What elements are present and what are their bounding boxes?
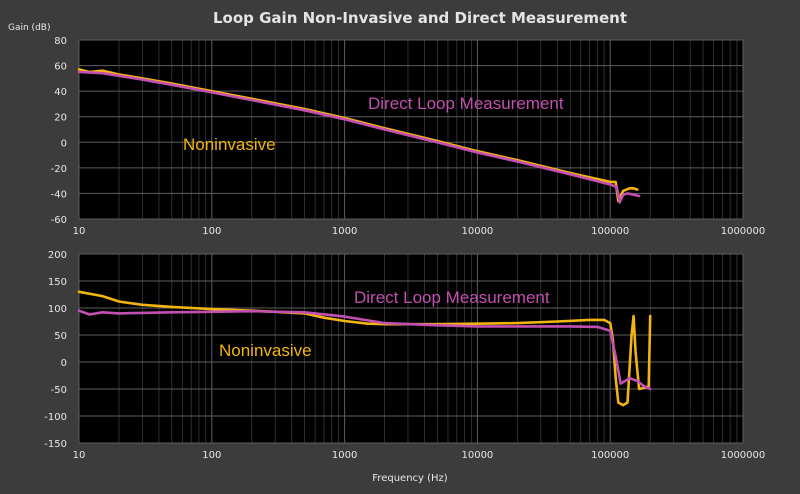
top-direct-loop-measurement-line <box>77 70 641 204</box>
top-y-tick-label: 0 <box>61 138 67 149</box>
top-y-tick-label: -40 <box>51 189 67 200</box>
bottom-y-tick-label: 200 <box>48 250 67 261</box>
bottom-x-tick-label: 100000 <box>591 450 629 461</box>
top-x-tick-label: 10000 <box>461 226 493 237</box>
top-plot-area <box>79 40 743 219</box>
bottom-direct-loop-measurement-line <box>77 309 652 391</box>
top-y-tick-label: -20 <box>51 164 67 175</box>
bottom-direct-loop-annotation: Direct Loop Measurement <box>354 288 550 307</box>
top-series <box>77 68 641 204</box>
bottom-y-tick-label: 50 <box>54 331 67 342</box>
top-noninvasive-annotation: Noninvasive <box>183 135 276 154</box>
top-gain-plot: 80 60 40 20 0 -20 -40 -60 10 100 1000 10000 100000 10… <box>51 36 766 237</box>
x-axis-label: Frequency (Hz) <box>372 473 448 484</box>
top-tick-labels: 80 60 40 20 0 -20 -40 -60 10 100 1000 10000 100000 10… <box>51 36 766 237</box>
bottom-y-tick-label: -50 <box>51 385 67 396</box>
bottom-y-tick-label: -100 <box>44 412 67 423</box>
bottom-x-tick-label: 10000 <box>461 450 493 461</box>
bottom-noninvasive-annotation: Noninvasive <box>219 341 312 360</box>
top-y-axis-label: Gain (dB) <box>8 23 50 33</box>
bottom-noninvasive-line <box>77 290 652 407</box>
bottom-x-tick-label: 100 <box>202 450 221 461</box>
bottom-x-tick-label: 1000000 <box>721 450 766 461</box>
top-y-tick-label: 40 <box>54 87 67 98</box>
bottom-y-tick-label: 0 <box>61 358 67 369</box>
top-x-tick-label: 100 <box>202 226 221 237</box>
bottom-y-tick-label: 100 <box>48 304 67 315</box>
top-y-tick-label: 60 <box>54 62 67 73</box>
top-x-tick-label: 1000 <box>332 226 357 237</box>
chart-title: Loop Gain Non-Invasive and Direct Measur… <box>213 9 627 27</box>
top-x-tick-label: 10 <box>73 226 86 237</box>
top-x-tick-label: 1000000 <box>721 226 766 237</box>
bottom-x-tick-label: 10 <box>73 450 86 461</box>
bottom-x-tick-label: 1000 <box>332 450 357 461</box>
bottom-series <box>77 290 652 407</box>
bottom-plot-area <box>79 254 743 443</box>
top-x-tick-label: 100000 <box>591 226 629 237</box>
top-y-tick-label: -60 <box>51 215 67 226</box>
top-y-tick-label: 80 <box>54 36 67 47</box>
bottom-y-tick-label: -150 <box>44 439 67 450</box>
top-grid <box>78 39 744 220</box>
top-direct-loop-annotation: Direct Loop Measurement <box>368 94 564 113</box>
bottom-plot: 200 150 100 50 0 -50 -100 -150 10 100 1000 10000 100… <box>44 250 765 461</box>
bottom-y-tick-label: 150 <box>48 277 67 288</box>
bottom-tick-labels: 200 150 100 50 0 -50 -100 -150 10 100 1000 10000 100… <box>44 250 765 461</box>
top-y-tick-label: 20 <box>54 113 67 124</box>
